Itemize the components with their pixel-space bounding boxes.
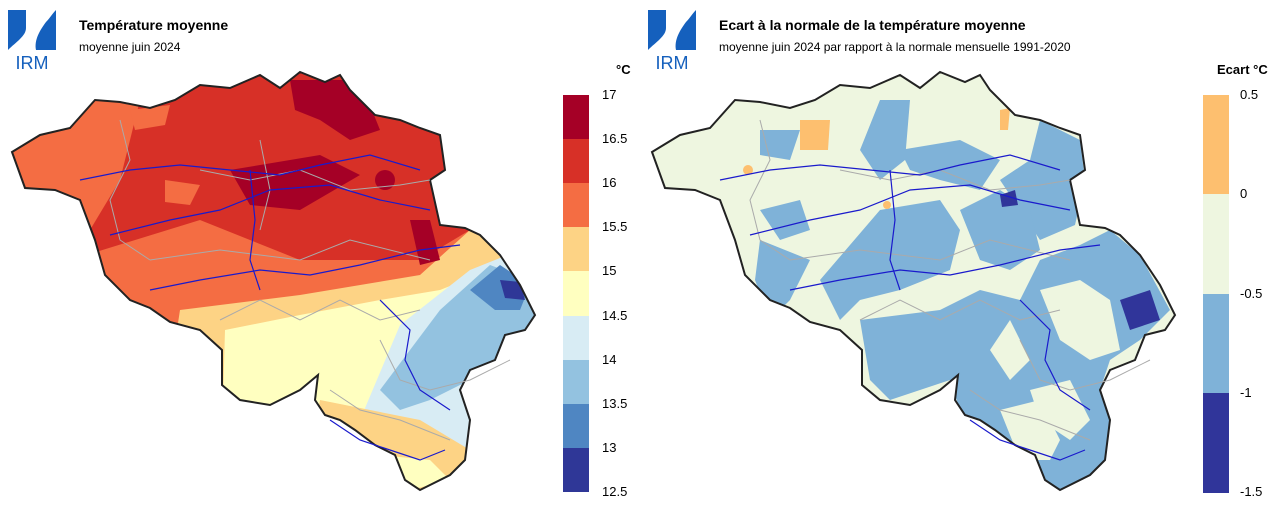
legend-class-6 <box>563 359 589 405</box>
irm-logo: IRM <box>8 10 56 72</box>
irm-logo-text: IRM <box>656 53 689 72</box>
legend-class-4 <box>563 271 589 317</box>
legend-class-3 <box>1203 392 1229 493</box>
legend-tick: -1 <box>1240 384 1252 400</box>
rivers <box>719 154 1101 461</box>
belgium-temperature-map <box>11 71 536 491</box>
map-subtitle: moyenne juin 2024 par rapport à la norma… <box>719 40 1071 54</box>
anomaly-legend <box>1203 95 1229 493</box>
temperature-legend <box>563 95 589 493</box>
legend-class-7 <box>563 403 589 449</box>
legend-tick: 17 <box>602 87 617 102</box>
legend-tick: -0.5 <box>1240 285 1263 301</box>
map-subtitle: moyenne juin 2024 <box>79 40 181 54</box>
legend-tick: -1.5 <box>1240 484 1263 499</box>
legend-tick: 14 <box>602 351 617 367</box>
legend-class-3 <box>563 227 589 272</box>
legend-tick: 0.5 <box>1240 87 1259 102</box>
legend-tick: 12.5 <box>602 484 628 499</box>
province-borders <box>749 119 1151 441</box>
legend-class-0 <box>1203 95 1229 195</box>
legend-tick: 16 <box>602 175 617 191</box>
legend-unit: °C <box>616 62 631 77</box>
legend-class-2 <box>1203 293 1229 394</box>
legend-class-5 <box>563 315 589 361</box>
temperature-fill-layer <box>12 72 535 490</box>
irm-logo: IRM <box>648 10 696 72</box>
temperature-map-panel: IRM Température moyenne moyenne juin 202… <box>8 10 631 499</box>
anomaly-map-panel: IRM Ecart à la normale de la température… <box>640 0 1280 507</box>
map-title: Température moyenne <box>79 17 229 33</box>
country-border <box>650 70 1177 492</box>
legend-class-8 <box>563 447 589 493</box>
legend-tick: 16.5 <box>602 131 628 147</box>
map-title: Ecart à la normale de la température moy… <box>719 17 1026 33</box>
legend-class-1 <box>1203 194 1229 294</box>
legend-class-0 <box>563 95 589 140</box>
legend-tick: 0 <box>1240 186 1248 202</box>
belgium-anomaly-map <box>650 70 1177 492</box>
province-borders <box>109 119 511 441</box>
anomaly-fill-layer <box>652 72 1175 490</box>
legend-class-2 <box>563 183 589 228</box>
irm-logo-text: IRM <box>16 53 49 72</box>
legend-tick: 14.5 <box>602 307 628 323</box>
legend-tick: 13.5 <box>602 395 628 411</box>
legend-tick: 13 <box>602 439 617 455</box>
legend-class-1 <box>563 139 589 184</box>
legend-tick: 15.5 <box>602 219 628 235</box>
rivers <box>79 154 461 461</box>
legend-tick: 15 <box>602 263 617 279</box>
legend-unit: Ecart °C <box>1217 62 1268 77</box>
